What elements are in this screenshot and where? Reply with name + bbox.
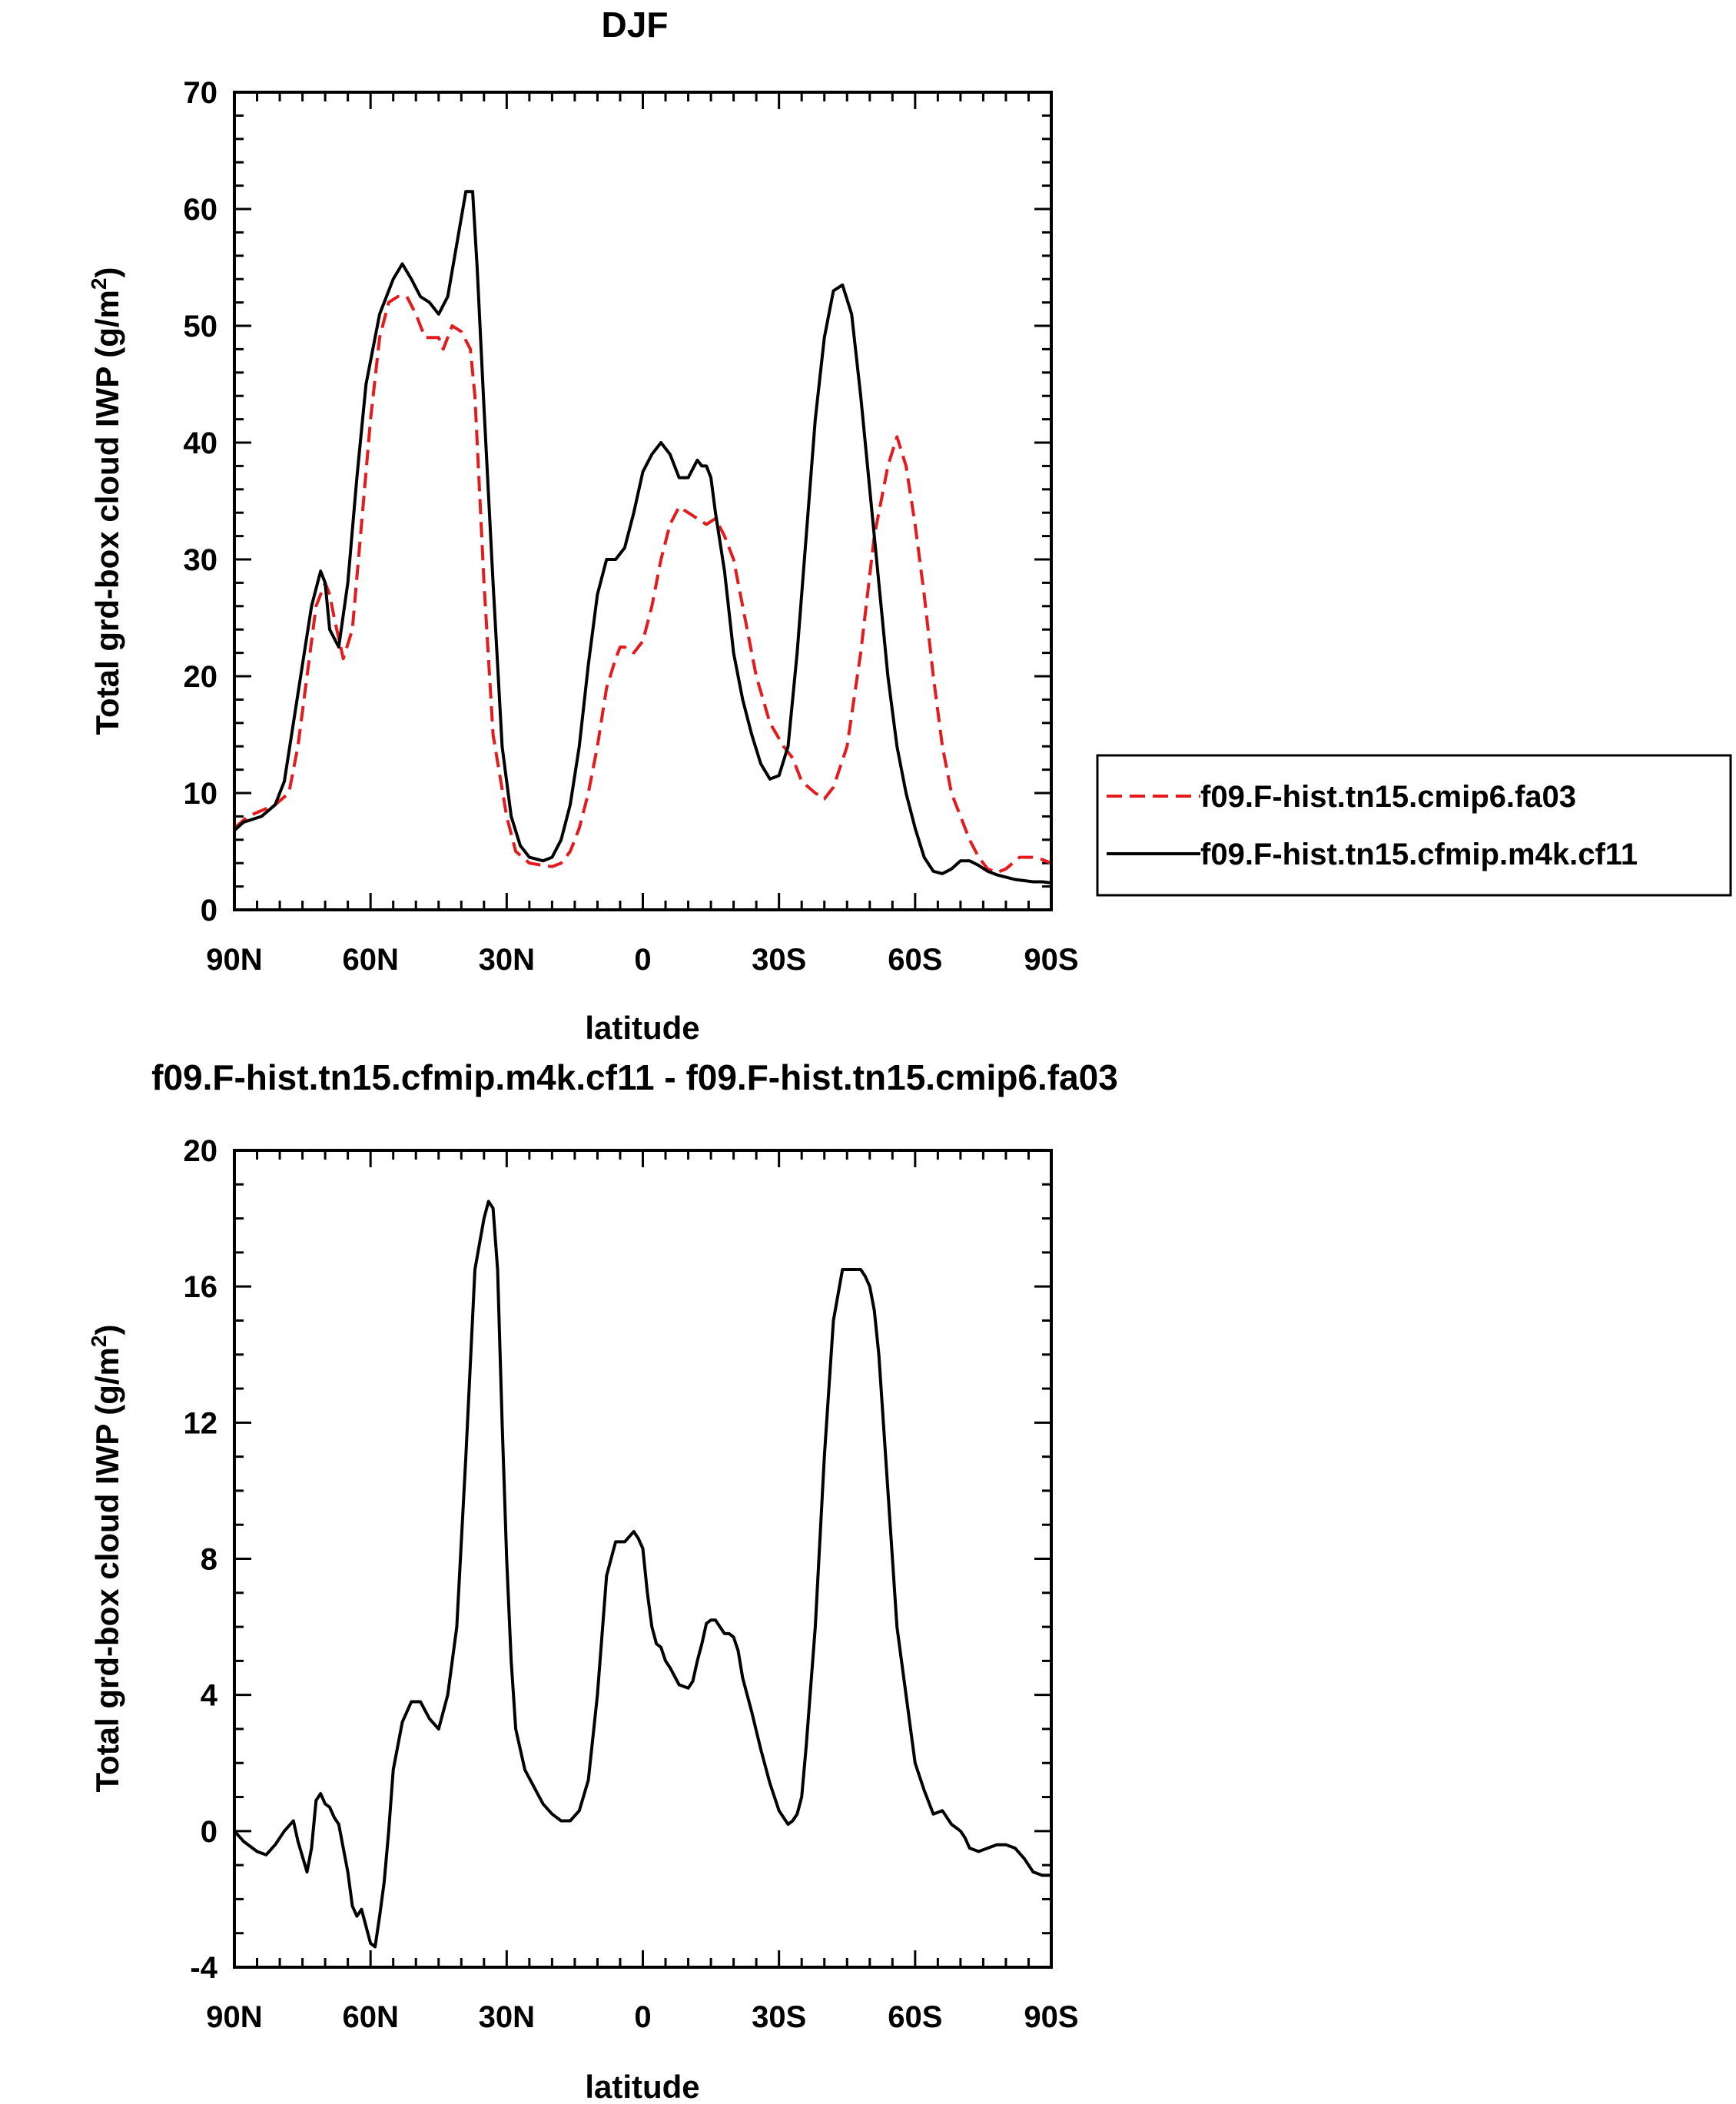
bottom-chart-frame [233,1149,1053,1969]
bottom-chart-y-tick-label: 0 [201,1815,217,1849]
top-chart-frame [233,91,1053,911]
legend-label-experiment: f09.F-hist.tn15.cfmip.m4k.cf11 [1200,838,1638,871]
bottom-chart-y-tick-label: 20 [184,1134,218,1168]
bottom-chart-series [233,1200,1051,1949]
top-chart-y-tick-label: 60 [184,193,218,227]
top-chart-x-tick-label: 0 [634,943,651,977]
top-chart-x-axis-title: latitude [585,1010,699,1046]
top-chart-series-line-control [233,295,1052,874]
top-chart-x-tick-label: 90N [206,943,262,977]
bottom-chart-title: f09.F-hist.tn15.cfmip.m4k.cf11 - f09.F-h… [151,1057,1118,1097]
bottom-chart-y-tick-label: 8 [201,1543,217,1577]
top-chart-title: DJF [602,5,669,45]
top-chart-y-tick-label: 10 [184,777,218,811]
bottom-chart-x-tick-label: 30N [479,2000,535,2034]
top-chart-y-tick-label: 70 [184,76,218,110]
bottom-chart-x-tick-label: 90S [1024,2000,1078,2034]
top-chart-y-axis-title: Total grd-box cloud IWP (g/m2) [87,267,125,735]
top-chart: DJF 90N 60N 30N 0 30S 60S 90S 010203040506070 … [87,5,1079,1046]
top-chart-y-tick-labels: 0 10 20 30 40 50 60 70 [184,76,218,928]
top-chart-y-tick-label: 40 [184,426,218,460]
legend-label-control: f09.F-hist.tn15.cmip6.fa03 [1200,780,1576,814]
bottom-chart-series-line-difference [233,1200,1051,1949]
legend: f09.F-hist.tn15.cmip6.fa03 f09.F-hist.tn… [1096,754,1732,897]
bottom-chart: f09.F-hist.tn15.cfmip.m4k.cf11 - f09.F-h… [87,1057,1118,2104]
bottom-chart-y-axis-title: Total grd-box cloud IWP (g/m2) [87,1325,125,1793]
bottom-chart-x-tick-label: 60S [888,2000,942,2034]
top-chart-y-tick-label: 30 [184,543,218,577]
top-chart-y-tick-label: 50 [184,310,218,343]
top-chart-series-line-experiment [233,190,1052,884]
top-chart-x-tick-label: 30N [479,943,535,977]
top-chart-x-tick-labels: 90N 60N 30N 0 30S 60S 90S [206,943,1078,977]
bottom-chart-y-tick-label: -4 [190,1951,217,1985]
bottom-chart-x-axis-title: latitude [585,2069,699,2104]
top-chart-x-tick-label: 60S [888,943,942,977]
bottom-chart-y-tick-label: 12 [184,1406,218,1440]
bottom-chart-y-tick-labels: -4 0 4 8 12 16 20 [184,1134,218,1985]
bottom-chart-x-tick-label: 0 [634,2000,651,2034]
top-chart-x-tick-label: 30S [752,943,806,977]
top-chart-y-tick-label: 20 [184,660,218,694]
bottom-chart-x-tick-labels: 90N 60N 30N 0 30S 60S 90S [206,2000,1078,2034]
legend-box [1096,754,1732,897]
top-chart-x-tick-label: 90S [1024,943,1078,977]
bottom-chart-y-tick-label: 4 [201,1679,218,1713]
bottom-chart-x-tick-label: 60N [342,2000,398,2034]
bottom-chart-x-tick-label: 90N [206,2000,262,2034]
top-chart-x-tick-label: 60N [342,943,398,977]
bottom-chart-x-tick-label: 30S [752,2000,806,2034]
bottom-chart-y-tick-label: 16 [184,1270,218,1304]
top-chart-series [233,190,1052,884]
top-chart-y-tick-label: 0 [201,894,217,928]
